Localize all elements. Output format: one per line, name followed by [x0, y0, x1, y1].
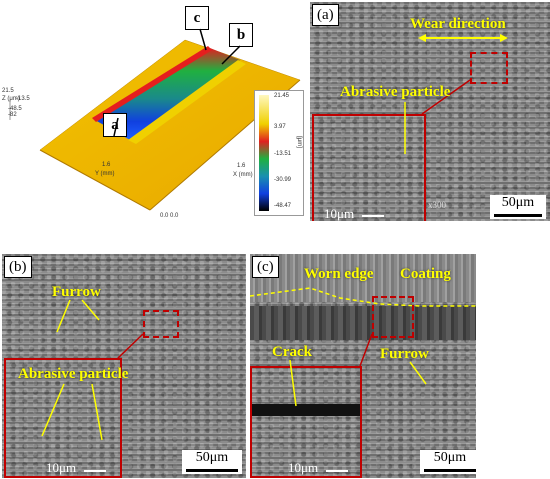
inset-c-scale-bar	[326, 470, 348, 472]
inset-c-scale: 10μm	[288, 460, 319, 475]
colorbar-gradient	[259, 95, 269, 211]
zoom-region-b	[143, 310, 179, 338]
callout-leaders	[113, 28, 241, 137]
zoom-connector-c	[359, 333, 373, 367]
inset-c: 10μm	[250, 366, 362, 478]
colorbar-tick-2: 3.97	[274, 124, 286, 130]
worn-edge-line	[250, 287, 476, 307]
furrow-label-b: Furrow	[52, 284, 101, 300]
y-axis-label: Y (mm)	[95, 171, 115, 177]
worn-band	[250, 306, 476, 340]
colorbar-unit: [μm]	[295, 136, 302, 148]
inset-b-scale: 10μm	[46, 460, 77, 475]
topography-figure: a b c 21.5 Z (μm) -13.5 -48.5 -82 1.6 Y …	[0, 0, 305, 240]
callout-b: b	[229, 23, 253, 47]
panel-a-scale-text: 50μm	[501, 195, 535, 210]
inset-b-scale-bar	[84, 470, 106, 472]
panel-b-scale-text: 50μm	[195, 450, 229, 465]
sem-panel-a: (a) Wear direction 10μm Abrasive particl…	[310, 2, 550, 221]
z-tick-2: -13.5	[16, 96, 30, 102]
crack-pointer	[289, 359, 297, 407]
sem-panel-b: (b) Furrow 10μm Abrasive particle 50μm	[2, 254, 246, 478]
inset-a-scale: 10μm	[324, 206, 355, 221]
colorbar-tick-3: -13.51	[274, 151, 292, 157]
x-axis-label: X (mm)	[233, 172, 253, 178]
inset-a-scale-bar	[362, 215, 384, 217]
panel-c-scale-bar	[424, 469, 476, 472]
sem-panel-c: (c) Worn edge Coating 10μm Crack Furrow	[250, 254, 476, 478]
worn-edge-label: Worn edge	[304, 266, 374, 282]
colorbar-tick-1: 21.45	[274, 93, 290, 99]
z-tick-3: -48.5	[8, 106, 22, 112]
y-tick: 1.6	[102, 162, 111, 168]
panel-c-scale-text: 50μm	[433, 450, 467, 465]
panel-b-scale: 50μm	[182, 450, 242, 474]
panel-a-scale: 50μm	[490, 195, 546, 219]
coating-region	[250, 254, 476, 302]
inset-b: 10μm	[4, 358, 122, 478]
z-axis-label: Z (μm)	[2, 96, 20, 102]
panel-b-scale-bar	[186, 469, 238, 472]
panel-c-label: (c)	[252, 256, 279, 278]
abrasive-particle-label-a: Abrasive particle	[340, 84, 451, 100]
panel-c-scale: 50μm	[420, 450, 480, 474]
wear-direction-arrow	[418, 34, 508, 42]
callout-c: c	[185, 6, 209, 30]
zoom-connector-a	[421, 79, 471, 115]
panel-a-scale-bar	[494, 214, 542, 217]
abrasive-particle-label-b: Abrasive particle	[18, 366, 129, 382]
panel-a-label: (a)	[312, 4, 339, 26]
z-tick-4: -82	[8, 112, 17, 118]
crack-feature	[252, 404, 360, 416]
panel-a-corner-text: x300	[428, 200, 446, 210]
colorbar-tick-5: -48.47	[274, 203, 292, 209]
crack-label: Crack	[272, 344, 312, 360]
zoom-region-c	[372, 296, 414, 338]
furrow-pointer-c	[409, 361, 427, 385]
z-tick-1: 21.5	[2, 88, 14, 94]
coating-label: Coating	[400, 266, 451, 282]
furrow-pointers-b	[56, 299, 100, 333]
panel-b-label: (b)	[4, 256, 32, 278]
colorbar-tick-4: -30.99	[274, 177, 292, 183]
abrasive-pointer-a	[404, 102, 406, 154]
colorbar: 21.45 3.97 -13.51 -30.99 -48.47 [μm]	[254, 90, 304, 216]
topography-surface	[9, 39, 301, 211]
origin-label: 0.0 0.0	[160, 213, 179, 219]
zoom-connector-b	[117, 333, 144, 359]
x-tick: 1.6	[237, 163, 246, 169]
zoom-region-a	[470, 52, 508, 84]
wear-direction-label: Wear direction	[410, 16, 506, 32]
abrasive-pointers-b	[41, 383, 103, 441]
furrow-label-c: Furrow	[380, 346, 429, 362]
